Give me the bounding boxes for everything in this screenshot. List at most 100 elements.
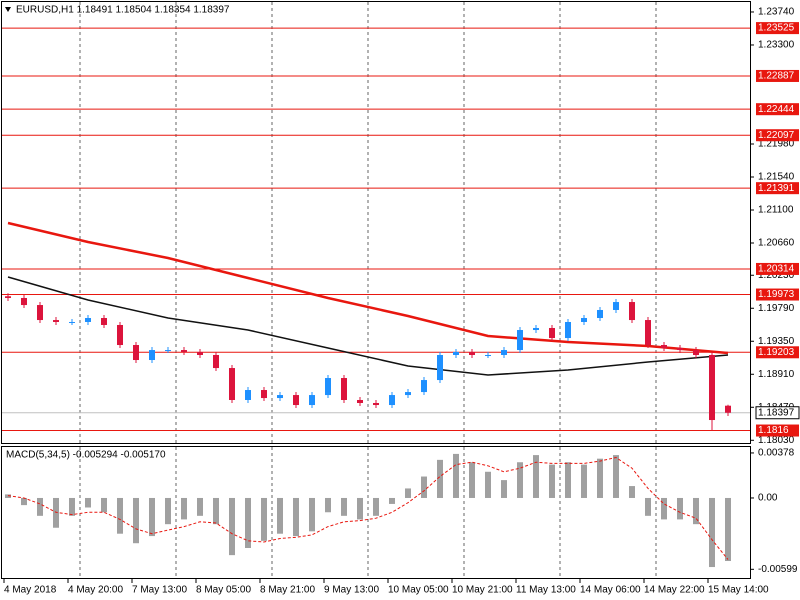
candle-body <box>485 354 491 356</box>
macd-frame <box>1 446 751 579</box>
candle-body <box>101 318 107 325</box>
y-tick-label: 1.19790 <box>758 303 795 314</box>
y-tick-label: 0.00378 <box>758 448 795 459</box>
level-label-box <box>756 129 799 142</box>
macd-bar <box>629 486 635 498</box>
y-tick-label: 1.18030 <box>758 435 795 446</box>
macd-bar <box>37 497 43 516</box>
candle-body <box>629 302 635 321</box>
chart-title: EURUSD,H1 1.18491 1.18504 1.18354 1.1839… <box>16 5 230 16</box>
candle-body <box>293 395 299 406</box>
x-tick-label: 10 May 21:00 <box>452 585 513 596</box>
candle-body <box>549 327 555 339</box>
candle-body <box>357 399 363 403</box>
macd-bar <box>725 497 731 562</box>
macd-bar <box>341 497 347 516</box>
level-label-box <box>756 69 799 82</box>
macd-bar <box>661 497 667 520</box>
macd-bar <box>549 464 555 498</box>
x-tick-label: 8 May 21:00 <box>260 585 315 596</box>
level-label-box <box>756 424 799 437</box>
macd-bar <box>149 497 155 537</box>
candle-body <box>229 368 235 400</box>
macd-bar <box>421 476 427 498</box>
candle-body <box>277 395 283 399</box>
macd-bar <box>261 497 267 541</box>
level-label: 1.23525 <box>758 23 795 34</box>
macd-title: MACD(5,34,5) -0.005294 -0.005170 <box>6 450 166 461</box>
macd-bar <box>181 497 187 520</box>
y-tick-label: 1.18910 <box>758 369 795 380</box>
candle-body <box>501 350 507 355</box>
candle-body <box>53 320 59 322</box>
macd-bar <box>533 455 539 498</box>
candle-body <box>197 351 203 355</box>
level-label-box <box>756 346 799 359</box>
macd-bar <box>277 497 283 534</box>
x-tick-label: 14 May 22:00 <box>644 585 705 596</box>
menu-arrow <box>5 7 11 12</box>
level-label: 1.20314 <box>758 264 795 275</box>
macd-bar <box>373 497 379 516</box>
macd-bar <box>597 458 603 498</box>
candle-body <box>725 405 731 413</box>
candle-body <box>533 327 539 331</box>
macd-bar <box>325 497 331 513</box>
level-label: 1.19203 <box>758 347 795 358</box>
y-tick-label: 0.00 <box>758 493 778 504</box>
level-label: 1.21391 <box>758 183 795 194</box>
level-label: 1.22887 <box>758 71 795 82</box>
candle-body <box>341 378 347 400</box>
x-tick-label: 10 May 05:00 <box>388 585 449 596</box>
candle-body <box>581 318 587 322</box>
candle-body <box>245 390 251 400</box>
candle-body <box>261 390 267 399</box>
macd-signal <box>7 456 729 560</box>
macd-bar <box>581 464 587 498</box>
level-label-box <box>756 262 799 275</box>
y-tick-label: -0.00599 <box>758 564 798 575</box>
level-label-box <box>756 22 799 35</box>
macd-bar <box>101 497 107 513</box>
macd-bar <box>85 497 91 508</box>
candle-body <box>85 318 91 322</box>
candle-body <box>117 324 123 346</box>
candle-body <box>373 402 379 406</box>
macd-bar <box>565 462 571 498</box>
level-label: 1.1816 <box>758 425 789 436</box>
x-tick-label: 11 May 13:00 <box>516 585 576 596</box>
candle-body <box>5 296 11 298</box>
x-tick-label: 4 May 2018 <box>4 585 57 596</box>
macd-bar <box>357 497 363 520</box>
y-tick-label: 1.23300 <box>758 40 795 51</box>
macd-bar <box>197 497 203 516</box>
current-price-label: 1.18397 <box>758 407 795 418</box>
candle-body <box>709 354 715 421</box>
macd-bar <box>389 497 395 504</box>
y-tick-label: 1.21100 <box>758 205 794 216</box>
macd-bar <box>709 497 715 568</box>
macd-bar <box>53 497 59 528</box>
level-label-box <box>756 288 799 301</box>
moving-average <box>7 221 729 355</box>
candle-body <box>69 321 75 323</box>
candle-body <box>661 345 667 349</box>
moving-average <box>7 276 729 376</box>
macd-bar <box>69 497 75 516</box>
candle-body <box>565 321 571 339</box>
candle-body <box>613 302 619 310</box>
candle-body <box>133 345 139 361</box>
candle-body <box>37 305 43 321</box>
level-label-box <box>756 182 799 195</box>
candle-body <box>149 350 155 361</box>
macd-bar <box>677 497 683 520</box>
x-tick-label: 8 May 05:00 <box>196 585 251 596</box>
candle-body <box>645 320 651 346</box>
y-tick-label: 1.21980 <box>758 139 795 150</box>
y-tick-label: 1.20660 <box>758 238 795 249</box>
candle-body <box>677 348 683 351</box>
candle-body <box>309 395 315 406</box>
macd-bar <box>133 497 139 544</box>
candle-body <box>453 351 459 355</box>
